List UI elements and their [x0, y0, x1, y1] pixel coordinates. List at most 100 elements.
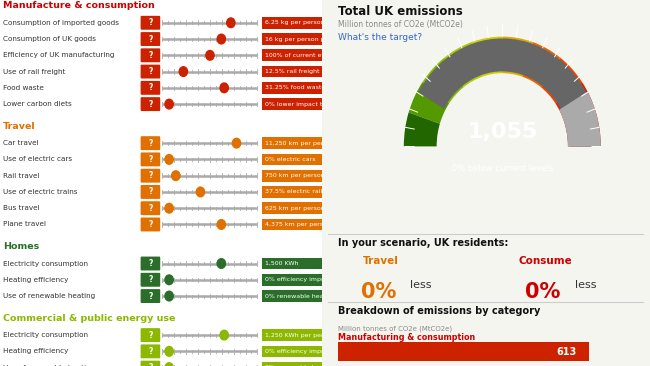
Circle shape [216, 34, 226, 45]
Text: Breakdown of emissions by category: Breakdown of emissions by category [338, 306, 541, 315]
Text: less: less [575, 280, 596, 290]
Text: Heating efficiency: Heating efficiency [3, 277, 69, 283]
Wedge shape [404, 112, 440, 146]
Text: 6.25 kg per person per year: 6.25 kg per person per year [265, 20, 353, 25]
FancyBboxPatch shape [140, 65, 161, 79]
Bar [262, 329, 322, 341]
Bar [262, 98, 322, 110]
Bar [262, 137, 322, 149]
Wedge shape [555, 82, 596, 124]
Text: ?: ? [148, 18, 153, 27]
Text: Rail travel: Rail travel [3, 173, 40, 179]
Text: 31.25% food wasted: 31.25% food wasted [265, 85, 329, 90]
Text: ?: ? [148, 259, 153, 268]
Wedge shape [523, 42, 560, 87]
Circle shape [231, 138, 241, 149]
Circle shape [216, 219, 226, 230]
FancyBboxPatch shape [140, 169, 161, 183]
FancyBboxPatch shape [140, 289, 161, 303]
Bar [262, 202, 322, 214]
Text: ?: ? [148, 292, 153, 300]
Bar [262, 17, 322, 29]
Wedge shape [419, 38, 599, 146]
Circle shape [164, 362, 174, 366]
FancyBboxPatch shape [140, 48, 161, 62]
Text: 0% renewable heating: 0% renewable heating [265, 294, 335, 299]
Circle shape [226, 17, 236, 28]
Wedge shape [409, 82, 449, 124]
Wedge shape [472, 37, 502, 77]
Circle shape [164, 203, 174, 214]
Wedge shape [559, 92, 601, 146]
Text: ?: ? [148, 83, 153, 92]
FancyBboxPatch shape [140, 32, 161, 46]
FancyBboxPatch shape [140, 257, 161, 270]
Text: 0% renewable heating: 0% renewable heating [265, 365, 335, 366]
Text: Electricity consumption: Electricity consumption [3, 261, 88, 266]
Text: ?: ? [148, 155, 153, 164]
Text: ?: ? [148, 363, 153, 366]
Text: Consume: Consume [518, 256, 572, 266]
Circle shape [164, 98, 174, 110]
Text: Bus travel: Bus travel [3, 205, 40, 211]
Text: Use of renewable heating: Use of renewable heating [3, 365, 96, 366]
Text: 1,055: 1,055 [467, 122, 538, 142]
Bar [262, 362, 322, 366]
Text: ?: ? [148, 67, 153, 76]
Text: ?: ? [148, 171, 153, 180]
FancyBboxPatch shape [140, 328, 161, 342]
Text: Manufacturing & consumption: Manufacturing & consumption [338, 333, 475, 342]
Text: 1,250 KWh per person per year: 1,250 KWh per person per year [265, 333, 363, 337]
Text: Manufacture & consumption: Manufacture & consumption [3, 1, 155, 11]
Bar [262, 33, 322, 45]
Text: Use of electric cars: Use of electric cars [3, 156, 72, 163]
Circle shape [216, 258, 226, 269]
Text: Efficiency of UK manufacturing: Efficiency of UK manufacturing [3, 52, 114, 58]
Text: Consumption of imported goods: Consumption of imported goods [3, 20, 119, 26]
Circle shape [219, 329, 229, 341]
Text: ?: ? [148, 187, 153, 197]
FancyBboxPatch shape [140, 185, 161, 199]
FancyBboxPatch shape [140, 273, 161, 287]
Circle shape [196, 186, 205, 198]
Bar [262, 82, 322, 94]
Text: 100% of current efficiency: 100% of current efficiency [265, 53, 348, 58]
Bar [262, 154, 322, 165]
Text: ?: ? [148, 34, 153, 44]
Circle shape [219, 82, 229, 93]
Text: Use of rail freight: Use of rail freight [3, 68, 66, 75]
Text: 12.5% rail freight: 12.5% rail freight [265, 69, 319, 74]
Text: Million tonnes of CO2e (MtCO2e): Million tonnes of CO2e (MtCO2e) [338, 20, 463, 29]
Wedge shape [565, 112, 601, 146]
Circle shape [179, 66, 188, 77]
Text: ?: ? [148, 139, 153, 147]
Wedge shape [502, 37, 533, 77]
Bar [262, 274, 322, 285]
Text: 16 kg per person per year: 16 kg per person per year [265, 37, 347, 41]
Circle shape [164, 154, 174, 165]
Text: 0% efficiency improvement: 0% efficiency improvement [265, 349, 351, 354]
Circle shape [171, 170, 181, 181]
Text: 0%: 0% [361, 282, 396, 302]
Text: 0% below current levels: 0% below current levels [452, 164, 553, 173]
Circle shape [164, 291, 174, 302]
Text: Commercial & public energy use: Commercial & public energy use [3, 314, 176, 323]
FancyBboxPatch shape [140, 136, 161, 150]
Text: Use of electric trains: Use of electric trains [3, 189, 78, 195]
Text: Travel: Travel [363, 256, 398, 266]
Bar [262, 170, 322, 182]
Text: In your scenario, UK residents:: In your scenario, UK residents: [338, 238, 508, 248]
Text: Car travel: Car travel [3, 140, 39, 146]
Text: ?: ? [148, 330, 153, 340]
FancyBboxPatch shape [140, 217, 161, 231]
Wedge shape [445, 42, 482, 87]
FancyBboxPatch shape [140, 201, 161, 215]
Circle shape [164, 274, 174, 285]
Bar [262, 219, 322, 230]
Text: 0%: 0% [525, 282, 561, 302]
Bar [262, 66, 322, 78]
FancyBboxPatch shape [140, 344, 161, 358]
Text: Plane travel: Plane travel [3, 221, 46, 228]
Text: ?: ? [148, 275, 153, 284]
Text: ?: ? [148, 100, 153, 109]
